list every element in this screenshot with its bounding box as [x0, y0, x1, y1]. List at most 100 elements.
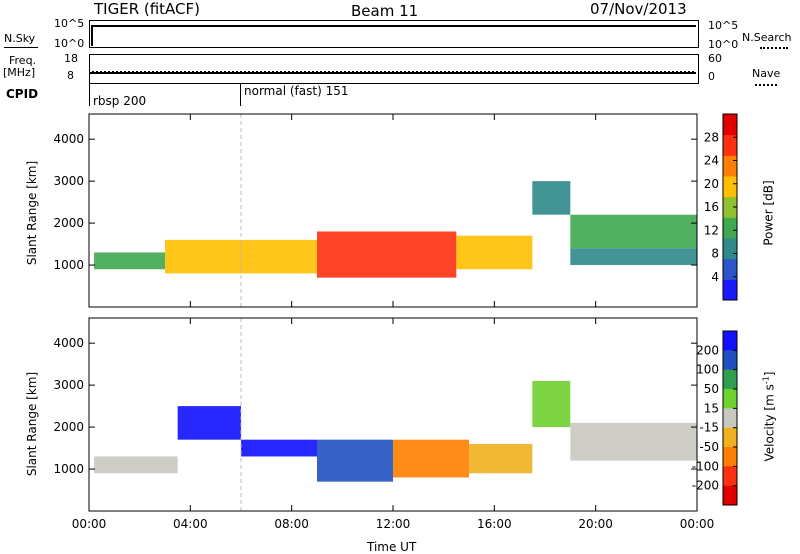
power-colorbar-segment — [723, 114, 737, 136]
velocity-band-0 — [94, 456, 178, 474]
velocity-band-5 — [469, 443, 533, 474]
nsky-tick-bottom: 10^0 — [54, 37, 85, 50]
freq-unit: [MHz] — [3, 66, 36, 79]
velocity-band-1 — [177, 406, 241, 440]
time-tick-label: 00:00 — [680, 517, 715, 531]
cpid-mode-2: normal (fast) 151 — [244, 84, 349, 98]
velocity-band-3 — [317, 439, 393, 482]
velocity-colorbar-tick-label: -50 — [699, 440, 719, 454]
nsearch-legend-dots — [760, 47, 788, 49]
power-band-6 — [570, 248, 697, 266]
cpid-start-marker — [89, 84, 90, 106]
power-colorbar-tick-label: 8 — [711, 247, 719, 261]
cpid-mode-marker — [240, 84, 241, 106]
time-tick-label: 00:00 — [72, 517, 107, 531]
power-band-2 — [317, 231, 457, 278]
velocity-ytick-label: 1000 — [53, 462, 84, 476]
nsky-trace — [92, 25, 696, 27]
time-tick-label: 20:00 — [578, 517, 613, 531]
time-tick-label: 04:00 — [173, 517, 208, 531]
power-colorbar-tick-label: 24 — [704, 154, 719, 168]
power-colorbar-segment — [723, 176, 737, 198]
velocity-colorbar-tick-label: 15 — [704, 401, 719, 415]
freq-label: Freq. — [9, 54, 37, 67]
nsearch-tick-bottom: 10^0 — [708, 38, 739, 51]
cpid-mode-1: rbsp 200 — [93, 94, 147, 108]
nsearch-label: N.Search — [742, 31, 792, 44]
power-colorbar-tick-label: 28 — [704, 130, 719, 144]
velocity-colorbar-tick-label: 200 — [696, 343, 719, 357]
power-band-0 — [94, 252, 165, 270]
power-band-4 — [532, 181, 571, 215]
time-tick-label: 16:00 — [477, 517, 512, 531]
velocity-colorbar-segment — [723, 427, 737, 448]
velocity-panel: 1000 2000 3000 4000 00:00 04:00 08:00 12:00 16:0… — [53, 317, 715, 531]
power-colorbar-segment — [723, 279, 737, 301]
velocity-band-6 — [532, 380, 571, 428]
nsky-panel — [89, 20, 699, 48]
power-colorbar-segment — [723, 134, 737, 156]
power-plot-area — [89, 114, 697, 307]
nave-legend-dots — [755, 84, 777, 86]
velocity-ylabel: Slant Range [km] — [25, 371, 40, 477]
power-ytick-label: 4000 — [53, 132, 84, 146]
nsearch-tick-top: 10^5 — [708, 19, 739, 32]
nave-trace — [92, 71, 694, 73]
power-colorbar: 4 8 12 16 20 24 28 — [704, 113, 738, 301]
velocity-colorbar-segment — [723, 350, 737, 371]
power-colorbar-segment — [723, 196, 737, 218]
power-colorbar-tick-label: 20 — [704, 177, 719, 191]
power-ytick-label: 2000 — [53, 216, 84, 230]
velocity-ytick-label: 3000 — [53, 378, 84, 392]
nsky-label-underline — [4, 47, 38, 48]
velocity-colorbar-segment — [723, 447, 737, 467]
velocity-band-7 — [570, 422, 697, 461]
cpid-label: CPID — [6, 87, 39, 101]
nsky-tick-top: 10^5 — [54, 17, 85, 30]
velocity-ytick-label: 2000 — [53, 420, 84, 434]
freq-tick-top: 18 — [64, 52, 78, 65]
nave-label: Nave — [752, 67, 781, 80]
velocity-colorbar-tick-label: 50 — [704, 382, 719, 396]
velocity-colorbar-segment — [723, 369, 737, 390]
velocity-band-2 — [241, 439, 317, 457]
power-colorbar-segment — [723, 155, 737, 177]
velocity-colorbar-frame — [722, 330, 738, 506]
freq-trace — [90, 72, 696, 74]
velocity-colorbar-tick-label: -200 — [692, 479, 719, 493]
time-axis-label: Time UT — [367, 540, 417, 554]
power-colorbar-tick-label: 4 — [711, 270, 719, 284]
velocity-colorbar-segment — [723, 331, 737, 351]
power-band-3 — [456, 235, 533, 270]
nsky-label: N.Sky — [4, 32, 36, 45]
power-ytick-label: 3000 — [53, 174, 84, 188]
velocity-colorbar-label: Velocity [m s-1] — [761, 371, 777, 462]
date-title: 07/Nov/2013 — [590, 0, 687, 18]
power-panel: 1000 2000 3000 4000 — [53, 113, 698, 308]
radar-title: TIGER (fitACF) — [94, 0, 201, 18]
velocity-colorbar-tick-label: -100 — [692, 459, 719, 473]
velocity-colorbar-segment — [723, 408, 737, 429]
beam-title: Beam 11 — [351, 2, 419, 20]
freq-panel — [89, 54, 699, 84]
power-ylabel: Slant Range [km] — [25, 160, 40, 266]
velocity-colorbar-segment — [723, 485, 737, 506]
power-colorbar-label: Power [dB] — [761, 180, 776, 246]
nave-tick-bottom: 0 — [708, 70, 715, 83]
freq-tick-bottom: 8 — [67, 69, 74, 82]
velocity-band-4 — [393, 439, 469, 478]
velocity-colorbar: 200 100 50 15 -15 -50 -100 -200 — [692, 330, 738, 506]
power-ytick-label: 1000 — [53, 258, 84, 272]
nave-tick-top: 60 — [708, 52, 722, 65]
power-band-5 — [570, 214, 697, 249]
velocity-colorbar-tick-label: 100 — [696, 363, 719, 377]
velocity-colorbar-segment — [723, 389, 737, 409]
power-colorbar-tick-label: 16 — [704, 200, 719, 214]
velocity-colorbar-segment — [723, 466, 737, 487]
power-colorbar-segment — [723, 238, 737, 260]
time-tick-label: 08:00 — [274, 517, 309, 531]
power-colorbar-tick-label: 12 — [704, 223, 719, 237]
power-colorbar-segment — [723, 217, 737, 239]
power-colorbar-segment — [723, 258, 737, 280]
